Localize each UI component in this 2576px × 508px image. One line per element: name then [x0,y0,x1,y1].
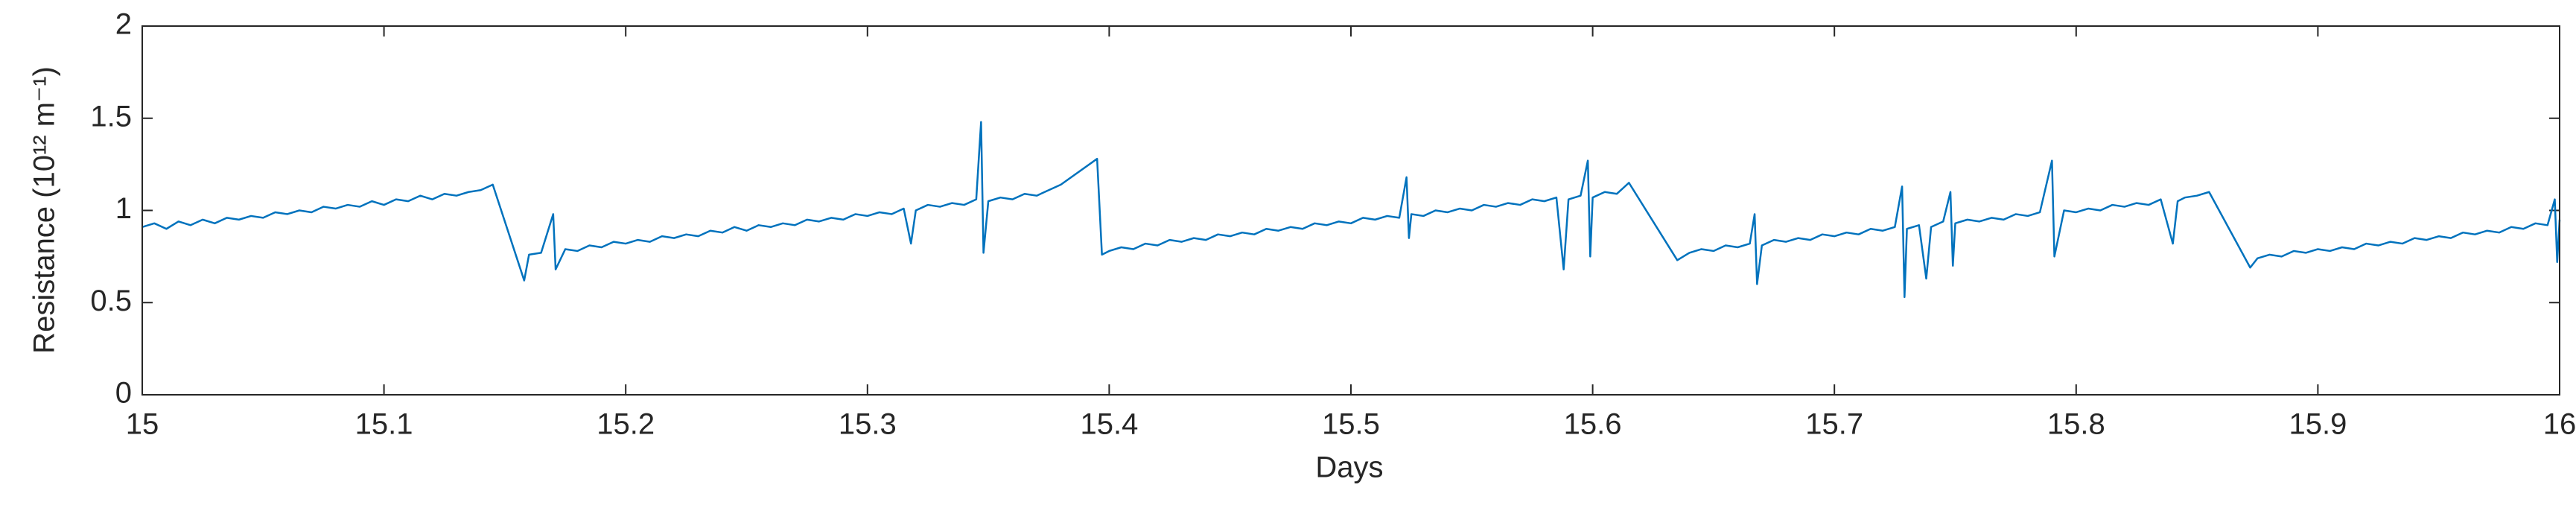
data-line [141,121,2561,299]
x-tick-label: 15.5 [1322,408,1380,441]
x-tick-label: 16 [2543,408,2576,441]
x-tick-label: 15.6 [1564,408,1622,441]
x-tick-label: 15.1 [355,408,413,441]
y-tick-label: 0.5 [90,285,132,317]
x-tick-label: 15.4 [1080,408,1138,441]
y-tick-label: 2 [115,8,132,41]
y-tick-label: 1.5 [90,100,132,133]
y-axis-label: Resistance (10¹² m⁻¹) [28,66,61,354]
x-axis-label: Days [1315,451,1383,484]
axes-box [141,25,2560,396]
x-tick-label: 15 [126,408,159,441]
x-tick-label: 15.9 [2289,408,2347,441]
x-tick-label: 15.8 [2047,408,2105,441]
y-tick-label: 0 [115,377,132,410]
y-tick-label: 1 [115,192,132,225]
x-tick-label: 15.3 [839,408,897,441]
x-tick-label: 15.7 [1805,408,1863,441]
x-tick-label: 15.2 [597,408,655,441]
